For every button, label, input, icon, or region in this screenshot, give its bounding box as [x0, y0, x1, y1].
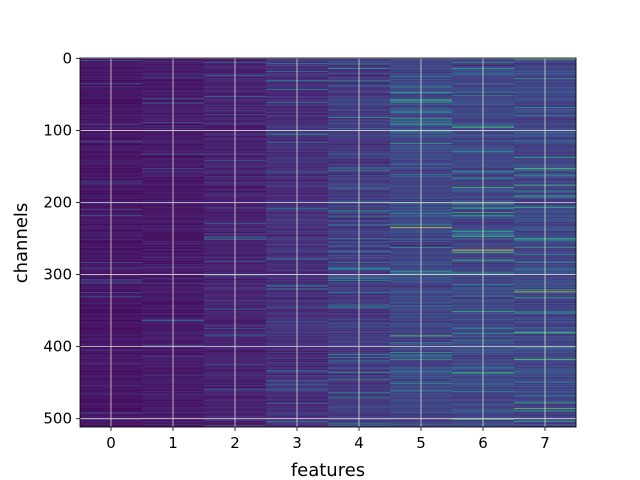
- y-tick-label: 100: [43, 121, 72, 139]
- x-tick-label: 4: [354, 434, 364, 452]
- y-tick-label: 500: [43, 410, 72, 428]
- y-tick-label: 0: [62, 49, 72, 67]
- y-tick-label: 300: [43, 266, 72, 284]
- y-tick-label: 400: [43, 338, 72, 356]
- x-axis-ticks: 0 1 2 3 4 5 6 7: [106, 427, 550, 452]
- x-tick-label: 6: [478, 434, 488, 452]
- x-tick-label: 2: [230, 434, 240, 452]
- x-tick-label: 1: [168, 434, 178, 452]
- x-tick-label: 0: [106, 434, 116, 452]
- y-axis-label: channels: [11, 203, 32, 284]
- plot-frame: [79, 57, 577, 428]
- x-tick-label: 3: [292, 434, 302, 452]
- x-tick-label: 5: [416, 434, 426, 452]
- x-tick-label: 7: [540, 434, 550, 452]
- grid-lines: [80, 57, 576, 427]
- x-axis-label: features: [291, 460, 365, 480]
- heatmap-cells: [80, 58, 577, 428]
- y-axis-ticks: 0 100 200 300 400 500: [43, 49, 80, 428]
- y-tick-label: 200: [43, 194, 72, 212]
